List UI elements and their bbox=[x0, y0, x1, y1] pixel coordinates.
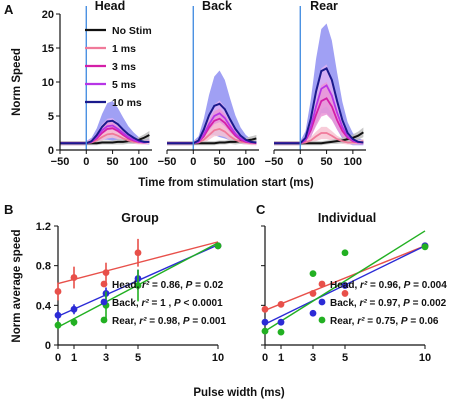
data-point-back bbox=[54, 311, 62, 319]
legend-marker bbox=[318, 298, 326, 306]
legend-label: Rear, r² = 0.98, P = 0.001 bbox=[112, 316, 226, 327]
subplot-rear: Rear −50 0 50 100 bbox=[265, 0, 366, 168]
x-tick-label: 100 bbox=[344, 156, 362, 168]
x-tick-label: 50 bbox=[106, 156, 118, 168]
data-point-rear bbox=[341, 249, 349, 257]
x-tick-label: 5 bbox=[342, 352, 348, 364]
legend-label: Head, r² = 0.96, P = 0.004 bbox=[330, 280, 447, 291]
x-tick-label: 0 bbox=[55, 352, 61, 364]
data-point-head bbox=[134, 249, 142, 257]
x-tick-label: 0 bbox=[83, 156, 89, 168]
legend-marker bbox=[318, 280, 326, 288]
subplot-title: Back bbox=[202, 0, 232, 13]
x-tick-label: 1 bbox=[278, 352, 284, 364]
data-point-head bbox=[277, 300, 285, 308]
y-tick-label: 0 bbox=[48, 145, 54, 157]
legend-label: 5 ms bbox=[112, 79, 136, 91]
x-axis-title-bc: Pulse width (ms) bbox=[193, 387, 285, 399]
series-line-10-ms bbox=[274, 67, 364, 145]
data-point-head bbox=[54, 288, 62, 295]
panel-c: C Individual 0 1 3 5 10 Head, r² = 0.96, P = 0.… bbox=[256, 202, 447, 364]
legend-marker bbox=[100, 280, 108, 288]
data-point-rear bbox=[70, 318, 78, 326]
subplot-head: Head−50 0 50 100 bbox=[51, 0, 152, 168]
data-point-head bbox=[261, 305, 269, 313]
x-tick-label: 0 bbox=[262, 352, 268, 364]
legend-marker bbox=[318, 316, 326, 324]
data-point-head bbox=[341, 290, 349, 297]
legend-label: Rear, r² = 0.75, P = 0.06 bbox=[330, 316, 439, 327]
legend-label: No Stim bbox=[112, 25, 152, 37]
y-tick-label: 1.2 bbox=[36, 221, 51, 233]
panel-title: Individual bbox=[318, 211, 376, 225]
legend-label: Back, r² = 1 , P < 0.0001 bbox=[112, 298, 223, 309]
x-tick-label: −50 bbox=[265, 156, 284, 168]
data-point-back bbox=[70, 305, 78, 313]
legend-marker bbox=[100, 316, 108, 324]
legend-label: Back, r² = 0.97, P = 0.002 bbox=[330, 298, 447, 309]
x-tick-label: 1 bbox=[71, 352, 77, 364]
panel-letter-a: A bbox=[4, 2, 14, 17]
legend-label: Head, r² = 0.86, P = 0.02 bbox=[112, 280, 224, 291]
x-tick-label: 3 bbox=[310, 352, 316, 364]
x-tick-label: −50 bbox=[158, 156, 177, 168]
data-point-head bbox=[70, 274, 78, 281]
y-tick-label: 0.8 bbox=[36, 261, 51, 273]
x-tick-label: 100 bbox=[130, 156, 148, 168]
subplot-title: Head bbox=[95, 0, 126, 13]
y-tick-label: 0.4 bbox=[36, 300, 52, 312]
x-axis-title: Time from stimulation start (ms) bbox=[138, 177, 314, 189]
y-axis-title: Norm average speed bbox=[11, 229, 23, 342]
panel-letter-c: C bbox=[256, 202, 266, 217]
x-tick-label: 0 bbox=[190, 156, 196, 168]
y-tick-label: 20 bbox=[42, 9, 54, 21]
legend-marker bbox=[100, 298, 108, 306]
data-point-rear bbox=[261, 327, 269, 335]
x-tick-label: 3 bbox=[103, 352, 109, 364]
legend-label: 3 ms bbox=[112, 61, 136, 73]
subplot-back: Back −50 0 50 100 bbox=[158, 0, 259, 168]
data-point-rear bbox=[309, 270, 317, 277]
data-point-rear bbox=[277, 328, 285, 336]
x-tick-label: 100 bbox=[237, 156, 255, 168]
x-tick-label: 10 bbox=[212, 352, 224, 364]
data-point-back bbox=[341, 282, 349, 289]
legend-label: 1 ms bbox=[112, 43, 136, 55]
series-line-10-ms bbox=[167, 102, 257, 145]
x-tick-label: 0 bbox=[297, 156, 303, 168]
data-point-rear bbox=[421, 243, 429, 251]
y-tick-label: 5 bbox=[48, 111, 54, 123]
y-tick-label: 10 bbox=[42, 77, 54, 89]
panel-letter-b: B bbox=[4, 202, 13, 217]
series-line-10-ms bbox=[60, 119, 150, 145]
x-tick-label: 5 bbox=[135, 352, 141, 364]
y-tick-label: 0 bbox=[45, 340, 51, 352]
fit-line-rear bbox=[264, 230, 426, 332]
legend-label: 10 ms bbox=[112, 97, 142, 109]
data-point-rear bbox=[134, 282, 142, 289]
panel-title: Group bbox=[121, 211, 159, 225]
x-tick-label: 10 bbox=[419, 352, 431, 364]
x-tick-label: 50 bbox=[320, 156, 332, 168]
data-point-back bbox=[261, 318, 269, 326]
x-tick-label: 50 bbox=[213, 156, 225, 168]
legend: No Stim 1 ms 3 ms 5 ms 10 ms bbox=[85, 25, 152, 109]
data-point-head bbox=[309, 290, 317, 297]
subplot-title: Rear bbox=[310, 0, 338, 13]
x-tick-label: −50 bbox=[51, 156, 70, 168]
data-point-back bbox=[277, 318, 285, 326]
data-point-head bbox=[102, 269, 110, 277]
y-tick-label: 15 bbox=[42, 43, 54, 55]
data-point-rear bbox=[214, 242, 222, 250]
data-point-back bbox=[309, 309, 317, 317]
data-point-rear bbox=[54, 321, 62, 329]
y-axis-title: Norm Speed bbox=[11, 48, 23, 116]
fit-line-head bbox=[264, 245, 426, 311]
